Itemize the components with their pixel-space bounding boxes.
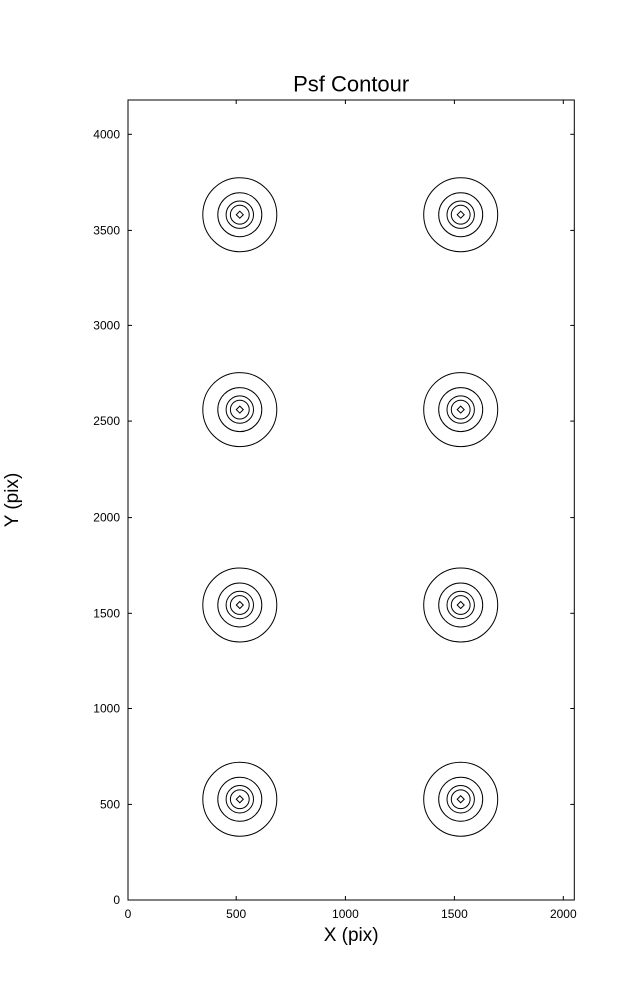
- svg-text:3500: 3500: [93, 223, 120, 237]
- svg-text:500: 500: [100, 797, 120, 811]
- svg-text:2000: 2000: [550, 907, 577, 921]
- svg-text:1500: 1500: [441, 907, 468, 921]
- svg-text:2000: 2000: [93, 511, 120, 525]
- svg-text:1500: 1500: [93, 606, 120, 620]
- svg-text:3000: 3000: [93, 318, 120, 332]
- svg-text:0: 0: [125, 907, 132, 921]
- svg-text:0: 0: [113, 893, 120, 907]
- svg-text:Y (pix): Y (pix): [2, 473, 23, 528]
- svg-text:1000: 1000: [93, 702, 120, 716]
- svg-text:500: 500: [226, 907, 246, 921]
- svg-text:X (pix): X (pix): [324, 925, 379, 946]
- svg-text:Psf Contour: Psf Contour: [293, 72, 409, 97]
- svg-text:4000: 4000: [93, 127, 120, 141]
- svg-text:2500: 2500: [93, 414, 120, 428]
- svg-text:1000: 1000: [332, 907, 359, 921]
